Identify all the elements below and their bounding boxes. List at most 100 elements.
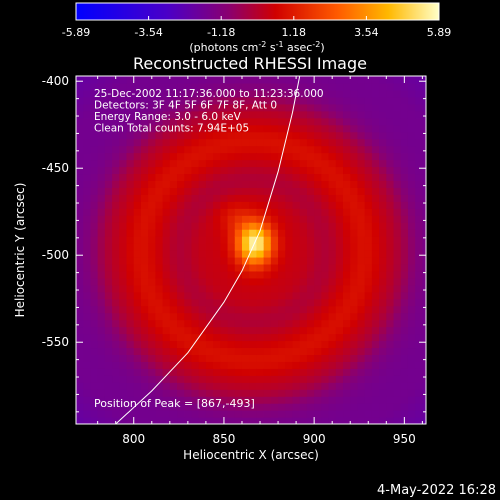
heatmap-cell: [343, 76, 351, 84]
heatmap-cell: [76, 340, 84, 349]
heatmap-cell: [126, 208, 135, 216]
heatmap-cell: [133, 117, 142, 126]
heatmap-cell: [386, 396, 395, 404]
heatmap-cell: [133, 368, 142, 376]
heatmap-cell: [350, 333, 359, 342]
heatmap-cell: [299, 159, 308, 168]
heatmap-cell: [119, 361, 128, 369]
heatmap-cell: [97, 347, 106, 355]
heatmap-cell: [278, 145, 286, 154]
heatmap-cell: [357, 417, 366, 424]
heatmap-cell: [422, 298, 426, 307]
heatmap-cell: [169, 277, 178, 286]
heatmap-cell: [198, 145, 207, 154]
heatmap-cell: [357, 263, 366, 272]
heatmap-cell: [306, 194, 315, 202]
heatmap-cell: [191, 305, 200, 314]
heatmap-cell: [357, 298, 366, 307]
heatmap-cell: [140, 201, 149, 209]
heatmap-cell: [263, 417, 272, 424]
heatmap-cell: [112, 117, 120, 126]
heatmap-cell: [270, 368, 279, 376]
heatmap-cell: [256, 152, 265, 161]
heatmap-cell: [314, 201, 322, 209]
heatmap-cell: [379, 229, 387, 237]
heatmap-cell: [263, 284, 272, 293]
heatmap-cell: [133, 110, 142, 119]
heatmap-cell: [155, 173, 164, 181]
heatmap-cell: [285, 117, 294, 126]
heatmap-cell: [328, 82, 337, 91]
heatmap-cell: [104, 361, 113, 369]
heatmap-cell: [191, 284, 200, 293]
heatmap-cell: [415, 410, 423, 418]
heatmap-cell: [249, 236, 258, 244]
heatmap-cell: [140, 319, 149, 328]
heatmap-cell: [270, 208, 279, 216]
heatmap-cell: [270, 263, 279, 272]
heatmap-cell: [155, 159, 164, 168]
heatmap-cell: [220, 208, 229, 216]
heatmap-cell: [205, 291, 214, 300]
heatmap-cell: [112, 250, 120, 258]
heatmap-cell: [241, 215, 250, 223]
heatmap-cell: [270, 138, 279, 147]
heatmap-cell: [90, 208, 99, 216]
heatmap-cell: [285, 187, 294, 195]
heatmap-cell: [292, 333, 301, 342]
heatmap-cell: [263, 270, 272, 279]
heatmap-cell: [328, 403, 337, 411]
heatmap-cell: [162, 194, 171, 202]
heatmap-cell: [76, 76, 84, 84]
heatmap-cell: [249, 138, 258, 147]
heatmap-cell: [400, 82, 409, 91]
heatmap-cell: [306, 263, 315, 272]
heatmap-cell: [90, 375, 99, 383]
heatmap-cell: [314, 159, 322, 168]
heatmap-cell: [407, 333, 416, 342]
heatmap-cell: [112, 417, 120, 424]
heatmap-cell: [379, 368, 387, 376]
heatmap-cell: [112, 368, 120, 376]
heatmap-cell: [422, 110, 426, 119]
heatmap-cell: [112, 326, 120, 335]
heatmap-cell: [227, 89, 236, 98]
heatmap-cell: [112, 312, 120, 321]
heatmap-cell: [328, 396, 337, 404]
heatmap-cell: [119, 215, 128, 223]
annotation-line: 25-Dec-2002 11:17:36.000 to 11:23:36.000: [94, 88, 324, 100]
heatmap-cell: [371, 312, 380, 321]
heatmap-cell: [263, 89, 272, 98]
heatmap-cell: [126, 138, 135, 147]
heatmap-cell: [415, 319, 423, 328]
heatmap-cell: [263, 410, 272, 418]
heatmap-cell: [299, 138, 308, 147]
heatmap-cell: [249, 396, 258, 404]
heatmap-cell: [213, 138, 221, 147]
heatmap-cell: [379, 166, 387, 175]
heatmap-cell: [386, 250, 395, 258]
heatmap-cell: [306, 361, 315, 369]
heatmap-cell: [155, 236, 164, 244]
heatmap-cell: [177, 222, 185, 230]
heatmap-cell: [321, 361, 330, 369]
heatmap-cell: [314, 187, 322, 195]
heatmap-cell: [379, 333, 387, 342]
heatmap-cell: [386, 159, 395, 168]
heatmap-cell: [371, 410, 380, 418]
heatmap-cell: [379, 201, 387, 209]
heatmap-cell: [155, 110, 164, 119]
heatmap-cell: [270, 222, 279, 230]
heatmap-cell: [241, 319, 250, 328]
heatmap-cell: [256, 368, 265, 376]
heatmap-cell: [306, 229, 315, 237]
heatmap-cell: [263, 326, 272, 335]
heatmap-cell: [140, 417, 149, 424]
heatmap-cell: [343, 124, 351, 133]
heatmap-cell: [357, 403, 366, 411]
heatmap-cell: [285, 215, 294, 223]
heatmap-cell: [256, 89, 265, 98]
heatmap-cell: [148, 89, 156, 98]
heatmap-cell: [415, 291, 423, 300]
heatmap-cell: [371, 305, 380, 314]
